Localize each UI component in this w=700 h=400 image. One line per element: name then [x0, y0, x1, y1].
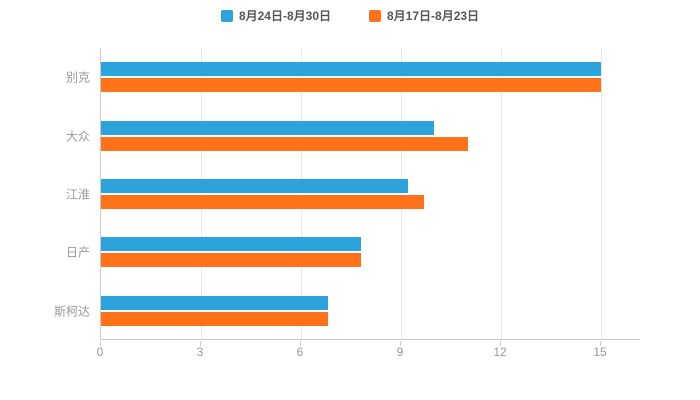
x-axis-tick	[200, 341, 201, 346]
legend-swatch-orange-icon	[369, 9, 381, 22]
x-axis-label: 12	[493, 345, 507, 359]
y-axis-label: 江淮	[65, 187, 90, 202]
x-axis-tick	[300, 341, 301, 346]
bar-current-week	[101, 295, 328, 310]
x-axis-tick	[500, 341, 501, 346]
bar-previous-week	[101, 253, 361, 268]
bar-previous-week	[101, 78, 601, 93]
bar-current-week	[101, 237, 361, 252]
legend-label-week-previous: 8月17日-8月23日	[387, 9, 480, 23]
bar-previous-week	[101, 311, 328, 326]
x-axis-tick	[600, 341, 601, 346]
y-axis-label: 大众	[65, 129, 90, 144]
plot-area	[100, 48, 640, 340]
legend-swatch-blue-icon	[220, 9, 233, 22]
x-axis-label: 6	[296, 345, 304, 359]
x-axis-label: 15	[593, 345, 607, 359]
x-axis-tick	[100, 341, 101, 346]
gridline	[201, 48, 202, 339]
x-axis-label: 3	[196, 345, 204, 359]
bar-current-week	[101, 120, 435, 135]
gridline	[401, 48, 402, 339]
bar-previous-week	[101, 136, 468, 151]
x-axis-label: 9	[396, 345, 404, 359]
bar-current-week	[101, 179, 408, 193]
legend-item-week-previous[interactable]: 8月17日-8月23日	[369, 7, 479, 24]
legend-item-week-current[interactable]: 8月24日-8月30日	[220, 7, 331, 24]
y-axis-label: 斯柯达	[53, 304, 90, 319]
legend-label-week-current: 8月24日-8月30日	[238, 9, 331, 23]
legend: 8月24日-8月30日 8月17日-8月23日	[0, 7, 700, 24]
x-axis-label: 0	[96, 345, 104, 359]
bar-previous-week	[101, 195, 425, 209]
gridline	[501, 48, 502, 339]
bar-current-week	[101, 62, 601, 77]
gridline	[301, 48, 302, 339]
y-axis-label: 日产	[65, 245, 90, 260]
gridline	[601, 48, 602, 339]
x-axis-tick	[400, 341, 401, 346]
y-axis-label: 别克	[65, 70, 90, 85]
